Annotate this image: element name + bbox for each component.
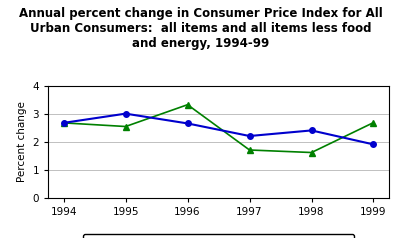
All items less food and energy: [371, 143, 376, 146]
Line: All items: All items: [61, 102, 377, 156]
All items: [123, 125, 128, 128]
Y-axis label: Percent change: Percent change: [17, 101, 27, 182]
Line: All items less food and energy: All items less food and energy: [61, 111, 376, 147]
Legend: All items, All items less food and energy: All items, All items less food and energ…: [83, 234, 354, 238]
All items: [309, 151, 314, 154]
All items: [61, 121, 66, 124]
All items less food and energy: [309, 129, 314, 132]
Text: Annual percent change in Consumer Price Index for All
Urban Consumers:  all item: Annual percent change in Consumer Price …: [18, 7, 383, 50]
All items less food and energy: [247, 135, 252, 138]
All items: [247, 149, 252, 151]
All items less food and energy: [185, 122, 190, 125]
All items: [185, 103, 190, 106]
All items less food and energy: [123, 112, 128, 115]
All items less food and energy: [61, 121, 66, 124]
All items: [371, 121, 376, 124]
